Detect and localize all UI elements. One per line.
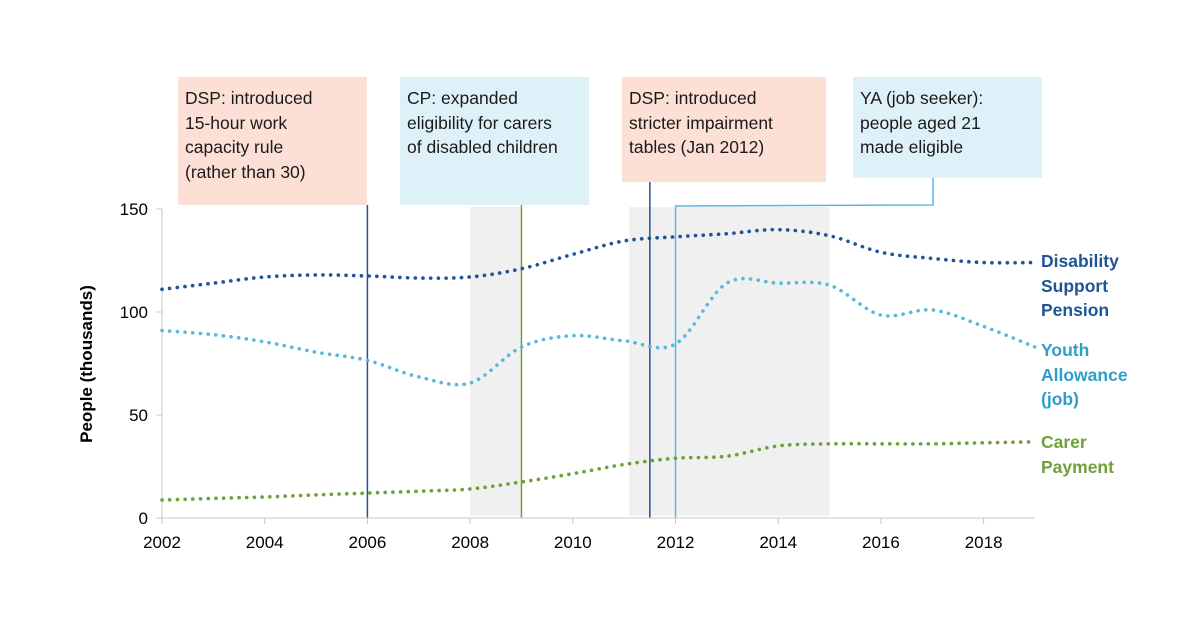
y-tick-label: 100 bbox=[120, 303, 148, 322]
annotation-text-line: DSP: introduced bbox=[629, 88, 757, 108]
series-lines bbox=[160, 227, 1037, 502]
shaded-period-1 bbox=[470, 207, 522, 516]
x-tick-label: 2016 bbox=[862, 533, 900, 552]
y-tick-label: 150 bbox=[120, 200, 148, 219]
y-axis-title: People (thousands) bbox=[77, 285, 96, 443]
shaded-period-2 bbox=[629, 207, 830, 516]
annotation-text-line: 15-hour work bbox=[185, 112, 288, 133]
series-label-youth-allowance-job: Youth Allowance (job) bbox=[1041, 338, 1128, 412]
annotation-box-4: YA (job seeker): people aged 21 made eligi… bbox=[853, 77, 1042, 178]
annotation-box-2: CP: expanded eligibility for carers of dis… bbox=[400, 77, 589, 205]
y-tick-label: 0 bbox=[139, 509, 148, 528]
series-line-carer-payment bbox=[160, 439, 1037, 502]
series-label-disability-support-pension: Disability Support Pension bbox=[1041, 249, 1119, 323]
series-label-line: Allowance bbox=[1041, 364, 1128, 385]
series-line-youth-allowance-job bbox=[160, 276, 1037, 387]
series-label-line: Payment bbox=[1041, 456, 1114, 477]
annotation-box-3: DSP: introduced stricter impairment tables… bbox=[622, 77, 826, 182]
annotation-text-line: stricter impairment bbox=[629, 112, 773, 133]
shaded-periods bbox=[470, 207, 830, 516]
x-tick-label: 2002 bbox=[143, 533, 181, 552]
series-label-carer-payment: Carer Payment bbox=[1041, 430, 1114, 479]
x-tick-label: 2012 bbox=[657, 533, 695, 552]
series-label-line: Carer bbox=[1041, 432, 1087, 452]
annotation-box-1: DSP: introduced 15-hour work capacity rule… bbox=[178, 77, 367, 205]
annotation-text-line: people aged 21 bbox=[860, 112, 981, 133]
annotation-text-line: DSP: introduced bbox=[185, 88, 313, 108]
x-tick-label: 2014 bbox=[759, 533, 797, 552]
event-connector-line-4 bbox=[674, 178, 934, 518]
series-label-line: Youth bbox=[1041, 340, 1090, 360]
annotation-text-line: YA (job seeker): bbox=[860, 88, 984, 108]
x-tick-label: 2010 bbox=[554, 533, 592, 552]
annotation-text-line: CP: expanded bbox=[407, 88, 518, 108]
series-label-line: Pension bbox=[1041, 300, 1110, 320]
x-tick-label: 2006 bbox=[348, 533, 386, 552]
annotation-text-line: capacity rule bbox=[185, 137, 284, 157]
annotation-text-line: made eligible bbox=[860, 137, 964, 157]
series-label-line: Support bbox=[1041, 275, 1109, 296]
series-line-disability-support-pension bbox=[160, 227, 1037, 292]
y-tick-label: 50 bbox=[129, 406, 148, 425]
annotation-text-line: of disabled children bbox=[407, 137, 558, 157]
annotation-text-line: (rather than 30) bbox=[185, 161, 306, 182]
x-tick-label: 2018 bbox=[965, 533, 1003, 552]
series-label-line: (job) bbox=[1041, 389, 1079, 409]
x-tick-label: 2004 bbox=[246, 533, 284, 552]
series-label-line: Disability bbox=[1041, 251, 1119, 271]
axes: 0 50 100 150 2002 2004 2006 2008 2010 2012 2014 201… bbox=[120, 200, 1035, 552]
annotation-text-line: eligibility for carers bbox=[407, 112, 552, 133]
annotation-text-line: tables (Jan 2012) bbox=[629, 137, 765, 157]
x-tick-label: 2008 bbox=[451, 533, 489, 552]
